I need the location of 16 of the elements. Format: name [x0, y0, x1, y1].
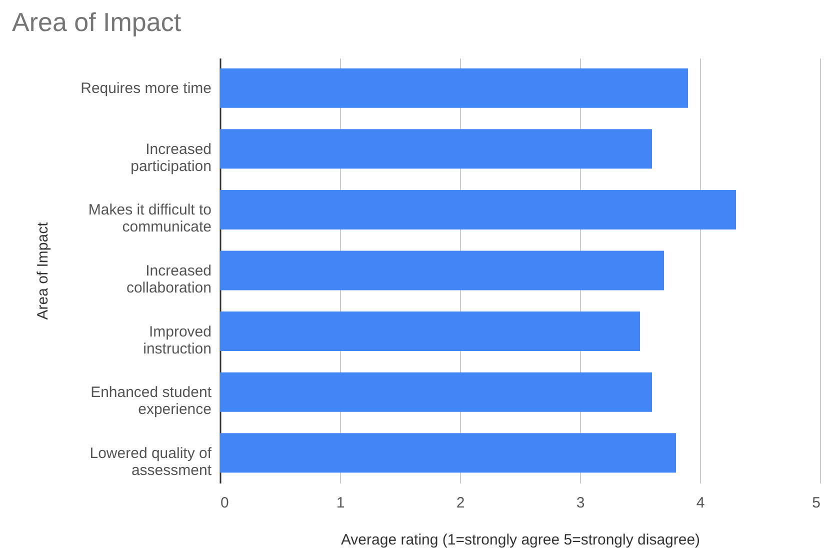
y-tick-label: Increased participation: [130, 140, 212, 175]
x-tick-label: 1: [336, 494, 345, 512]
y-tick-label: Lowered quality of assessment: [90, 444, 212, 479]
y-tick-label: Requires more time: [80, 80, 212, 98]
y-tick-label: Makes it difficult to communicate: [88, 202, 212, 236]
x-tick-label: 5: [812, 494, 820, 512]
y-tick-label: Enhanced student experience: [90, 384, 212, 418]
y-tick-label: Increased collaboration: [126, 262, 212, 296]
chart-title: Area of Impact: [12, 7, 182, 37]
y-axis-title: Area of Impact: [34, 221, 52, 320]
y-tick-label: Improved instruction: [143, 323, 212, 358]
x-axis-title: Average rating (1=strongly agree 5=strongly disagree): [340, 532, 700, 548]
x-tick-label: 2: [456, 494, 465, 512]
x-tick-label: 0: [220, 494, 229, 512]
x-tick-label: 4: [696, 494, 705, 512]
x-tick-label: 3: [576, 494, 585, 512]
